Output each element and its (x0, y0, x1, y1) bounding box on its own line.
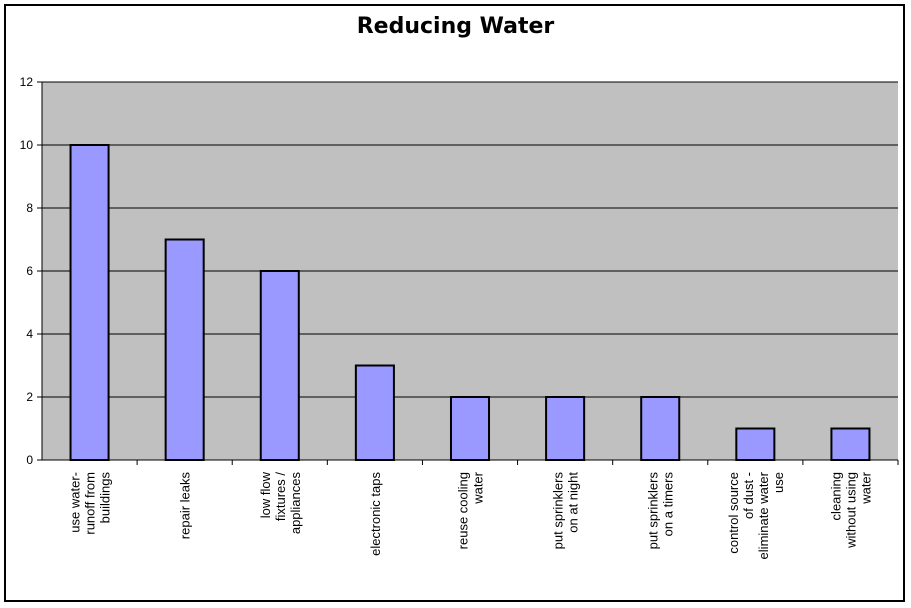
bar (164, 238, 205, 461)
y-tick-label: 6 (26, 264, 33, 278)
x-tick-label: low flow fixtures / appliances (258, 471, 303, 534)
x-tick-labels: use water-runoff from buildings repair lea… (68, 471, 874, 559)
y-tick-label: 8 (26, 201, 33, 215)
bar (830, 427, 871, 461)
x-tick-label: reuse cooling water (456, 471, 486, 549)
x-tick-label-line: appliances (288, 472, 303, 535)
x-tick-label-line: control source (726, 472, 741, 554)
x-tick-label-line: water (858, 471, 873, 504)
bar (354, 364, 395, 461)
bar (449, 396, 491, 461)
bar (735, 427, 776, 461)
y-tick-label: 12 (20, 75, 34, 89)
bars (69, 144, 871, 461)
x-tick-label: electronic taps (368, 472, 383, 556)
x-tick-label: put sprinklers on at night (551, 472, 581, 550)
y-tick-label: 4 (26, 327, 33, 341)
x-tick-label-line: use (771, 472, 786, 493)
x-tick-label-line: put sprinklers (646, 472, 661, 550)
x-tick-label: cleaning without using water (828, 471, 873, 549)
x-tick-label-line: use water- (68, 472, 83, 533)
x-tick-label-line: reuse cooling (456, 472, 471, 549)
x-tick-label-line: on at night (566, 472, 581, 533)
x-tick-label-line: put sprinklers (551, 472, 566, 550)
x-tick-label: use water-runoff from buildings (68, 472, 113, 535)
x-tick-label-line: runoff from (83, 472, 98, 535)
bar (259, 270, 300, 461)
y-tick-label: 2 (26, 390, 33, 404)
bar (69, 144, 110, 461)
chart-title: Reducing Water (356, 14, 555, 39)
axes (37, 81, 899, 465)
y-tick-labels: 0 2 4 6 8 10 12 (20, 75, 34, 467)
x-tick-label-line: electronic taps (368, 472, 383, 556)
x-tick-label-line: eliminate water (756, 471, 771, 559)
x-tick-label-line: fixtures / (273, 472, 288, 522)
x-tick-label: put sprinklers on a timers (646, 472, 676, 550)
x-tick-label-line: buildings (98, 472, 113, 524)
x-tick-label-line: on a timers (661, 472, 676, 537)
x-tick-label-line: of dust - (741, 472, 756, 519)
x-tick-label-line: without using (843, 472, 858, 549)
bar (640, 396, 681, 461)
y-tick-label: 10 (20, 138, 34, 152)
x-tick-label-line: low flow (258, 471, 273, 518)
x-tick-label-line: cleaning (828, 472, 843, 520)
x-tick-label-line: water (471, 471, 486, 504)
y-tick-label: 0 (26, 453, 33, 467)
bar (545, 396, 586, 461)
x-tick-label-line: repair leaks (178, 472, 193, 540)
x-tick-label: repair leaks (178, 472, 193, 540)
x-tick-label: control source of dust - eliminate water us… (726, 471, 786, 559)
